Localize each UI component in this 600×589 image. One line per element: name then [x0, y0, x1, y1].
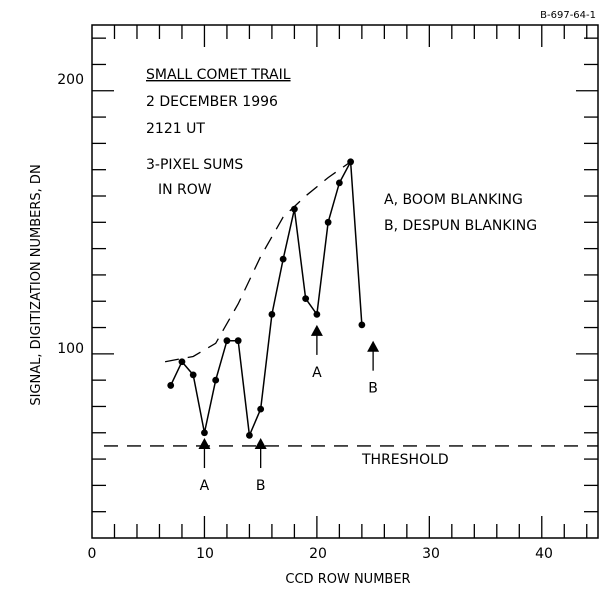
- data-point: [302, 295, 310, 302]
- threshold-label: THRESHOLD: [361, 452, 449, 468]
- data-point: [223, 337, 231, 345]
- note-line-2: IN ROW: [158, 182, 212, 198]
- legend-line-b: B, DESPUN BLANKING: [384, 218, 537, 234]
- marker-arrow-a: A: [310, 324, 323, 381]
- note-line-1: 3-PIXEL SUMS: [146, 157, 243, 173]
- data-point: [279, 255, 287, 263]
- arrow-head: [254, 438, 267, 450]
- x-axis-ticks: [113, 25, 588, 538]
- figure-id: B-697-64-1: [540, 10, 596, 21]
- data-series-line: [170, 159, 363, 439]
- x-tick-label-0: 0: [88, 546, 97, 562]
- data-point: [268, 310, 276, 318]
- marker-arrow-b: B: [367, 340, 380, 397]
- data-point: [234, 337, 242, 345]
- blanking-markers: A B A B: [198, 324, 380, 494]
- marker-label: B: [368, 381, 378, 397]
- marker-arrow-a: A: [198, 438, 211, 494]
- data-point: [335, 179, 343, 187]
- data-point: [324, 218, 332, 226]
- data-point: [291, 205, 298, 213]
- data-point: [313, 310, 321, 318]
- marker-arrow-b: B: [254, 438, 267, 494]
- x-tick-label-40: 40: [535, 546, 553, 562]
- title-line-2: 2 DECEMBER 1996: [146, 94, 278, 110]
- data-point: [347, 158, 355, 166]
- y-axis-label: SIGNAL, DIGITIZATION NUMBERS, DN: [29, 164, 44, 405]
- data-point: [189, 371, 197, 379]
- data-point: [212, 376, 220, 384]
- y-tick-label-100: 100: [57, 341, 84, 357]
- data-point: [178, 358, 186, 366]
- y-axis-ticks: [92, 37, 598, 513]
- arrow-head: [198, 438, 211, 450]
- x-tick-label-20: 20: [309, 546, 327, 562]
- data-point: [201, 429, 208, 437]
- arrow-head: [367, 340, 380, 352]
- data-point: [257, 405, 265, 413]
- data-point: [246, 432, 253, 439]
- plot-frame: [91, 24, 599, 539]
- x-tick-label-10: 10: [196, 546, 214, 562]
- x-axis-label: CCD ROW NUMBER: [285, 572, 410, 587]
- title-line-1: SMALL COMET TRAIL: [146, 67, 291, 83]
- data-point: [167, 382, 175, 389]
- marker-label: A: [312, 365, 322, 381]
- arrow-head: [310, 324, 323, 336]
- marker-label: B: [256, 478, 266, 494]
- title-line-3: 2121 UT: [146, 121, 205, 137]
- marker-label: A: [200, 478, 210, 494]
- x-tick-label-30: 30: [422, 546, 440, 562]
- data-points: [167, 158, 366, 439]
- data-point: [358, 321, 366, 329]
- legend-line-a: A, BOOM BLANKING: [384, 192, 523, 208]
- y-tick-label-200: 200: [57, 72, 84, 88]
